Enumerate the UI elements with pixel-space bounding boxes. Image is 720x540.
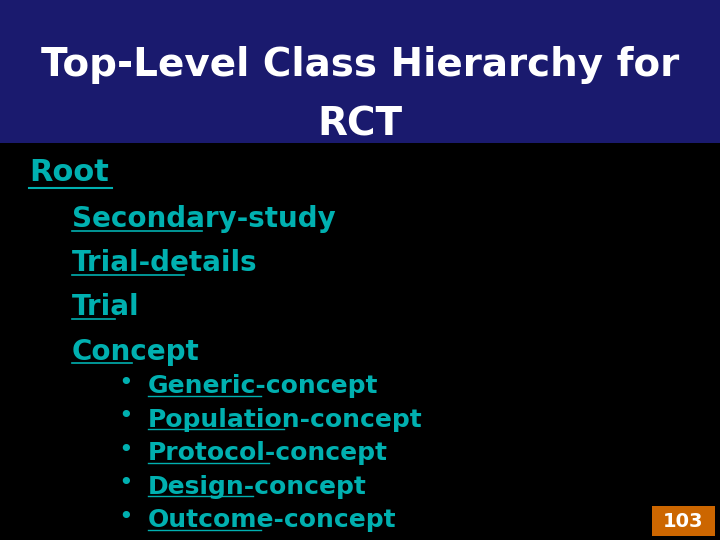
Text: Secondary-study: Secondary-study	[72, 205, 336, 233]
Text: Trial-details: Trial-details	[72, 249, 258, 277]
Text: •: •	[119, 438, 133, 462]
FancyBboxPatch shape	[652, 506, 715, 536]
Text: •: •	[119, 471, 133, 495]
Text: Concept: Concept	[72, 338, 199, 366]
Text: •: •	[119, 538, 133, 540]
Text: 103: 103	[663, 511, 703, 531]
FancyBboxPatch shape	[0, 0, 720, 143]
Text: RCT: RCT	[318, 105, 402, 143]
Text: Generic-concept: Generic-concept	[148, 374, 378, 398]
Text: Protocol-concept: Protocol-concept	[148, 441, 387, 465]
Text: •: •	[119, 371, 133, 395]
Text: Population-concept: Population-concept	[148, 408, 423, 431]
Text: Outcome-concept: Outcome-concept	[148, 508, 396, 532]
Text: Top-Level Class Hierarchy for: Top-Level Class Hierarchy for	[41, 46, 679, 84]
Text: Design-concept: Design-concept	[148, 475, 366, 498]
Text: Trial: Trial	[72, 293, 140, 321]
Text: •: •	[119, 404, 133, 428]
Text: Root: Root	[29, 158, 109, 187]
Text: •: •	[119, 505, 133, 529]
